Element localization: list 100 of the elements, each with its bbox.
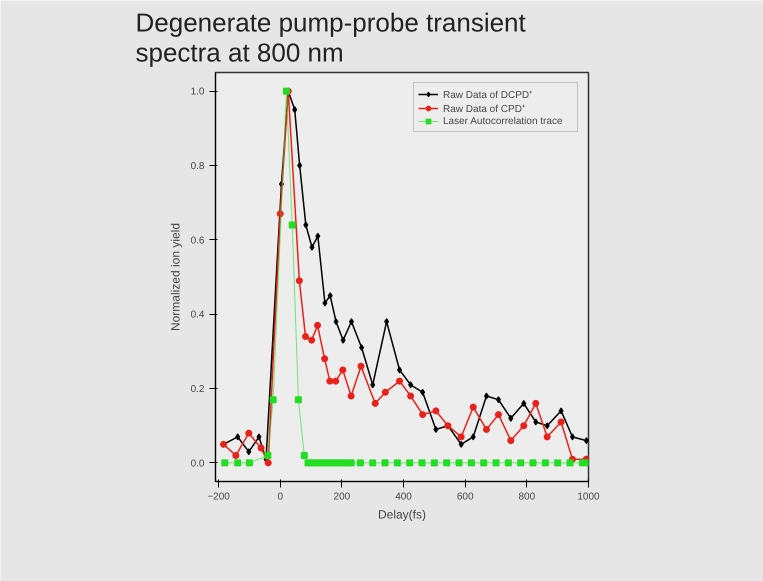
x-tick-label: 800 bbox=[518, 492, 536, 502]
x-tick-label: 400 bbox=[395, 492, 412, 502]
point bbox=[334, 318, 339, 326]
point bbox=[458, 433, 465, 440]
point bbox=[246, 448, 252, 456]
y-tick-label: 0.2 bbox=[190, 384, 205, 396]
point bbox=[508, 414, 514, 422]
point bbox=[270, 396, 277, 404]
legend-label: Raw Data of DCPD⁺ bbox=[443, 89, 534, 101]
legend-label: Laser Autocorrelation trace bbox=[443, 115, 564, 127]
point bbox=[369, 459, 376, 466]
x-tick-label: 1000 bbox=[577, 492, 600, 502]
x-tick-label: 600 bbox=[456, 492, 474, 502]
point bbox=[297, 162, 302, 169]
point bbox=[484, 392, 489, 400]
point bbox=[544, 422, 550, 430]
point bbox=[570, 433, 575, 440]
x-tick-label: 200 bbox=[334, 492, 351, 502]
point bbox=[517, 459, 524, 466]
point bbox=[554, 459, 562, 466]
point bbox=[382, 459, 389, 466]
point bbox=[308, 336, 316, 344]
point bbox=[419, 411, 426, 418]
point bbox=[533, 418, 538, 426]
point bbox=[458, 440, 464, 448]
point bbox=[328, 292, 333, 300]
point bbox=[566, 459, 574, 466]
point bbox=[456, 459, 463, 466]
point bbox=[521, 400, 526, 407]
point bbox=[382, 388, 389, 396]
point bbox=[542, 459, 549, 466]
x-tick-label: 0 bbox=[277, 492, 284, 502]
point bbox=[221, 459, 228, 466]
point bbox=[348, 318, 354, 326]
point bbox=[372, 400, 379, 407]
point bbox=[433, 426, 438, 433]
point bbox=[276, 210, 284, 218]
point bbox=[406, 459, 414, 466]
point bbox=[532, 400, 540, 407]
point bbox=[234, 459, 242, 466]
point bbox=[558, 418, 565, 426]
point bbox=[322, 300, 328, 307]
point bbox=[302, 332, 310, 340]
point bbox=[294, 396, 302, 404]
point bbox=[264, 459, 272, 466]
point bbox=[480, 459, 488, 466]
point bbox=[520, 422, 528, 430]
point bbox=[348, 459, 355, 466]
point bbox=[558, 407, 564, 414]
x-axis-title: Delay(fs) bbox=[378, 508, 426, 522]
point bbox=[258, 444, 265, 452]
point bbox=[492, 459, 500, 466]
point bbox=[420, 388, 426, 396]
point bbox=[394, 459, 401, 466]
point bbox=[309, 244, 314, 251]
point bbox=[384, 318, 390, 326]
point bbox=[235, 433, 240, 440]
y-tick-label: 0.0 bbox=[190, 458, 205, 470]
point bbox=[332, 378, 340, 385]
point bbox=[430, 459, 438, 466]
point bbox=[326, 378, 334, 385]
point bbox=[468, 459, 475, 466]
point bbox=[296, 277, 303, 284]
point bbox=[470, 433, 476, 440]
point bbox=[246, 459, 253, 466]
point bbox=[359, 344, 364, 352]
point bbox=[288, 221, 296, 228]
point bbox=[470, 404, 477, 411]
point bbox=[340, 336, 346, 344]
point bbox=[504, 459, 512, 466]
y-tick-label: 0.6 bbox=[190, 235, 205, 246]
point bbox=[232, 452, 240, 459]
point bbox=[256, 433, 262, 440]
point bbox=[432, 407, 440, 414]
point bbox=[245, 430, 252, 437]
y-tick-label: 1.0 bbox=[190, 86, 205, 98]
point bbox=[494, 411, 502, 418]
point bbox=[482, 426, 490, 433]
point bbox=[530, 459, 537, 466]
point bbox=[314, 322, 322, 329]
point bbox=[397, 366, 402, 374]
point bbox=[356, 459, 364, 466]
point bbox=[300, 452, 308, 459]
point bbox=[292, 106, 298, 114]
y-axis-title: Normalized ion yield bbox=[168, 222, 183, 332]
point bbox=[264, 452, 272, 459]
point bbox=[507, 437, 514, 444]
point bbox=[303, 221, 308, 228]
point bbox=[418, 459, 426, 466]
point bbox=[358, 362, 364, 370]
point bbox=[407, 392, 414, 400]
point bbox=[348, 392, 355, 400]
point bbox=[544, 433, 551, 440]
legend-label: Raw Data of CPD⁺ bbox=[443, 103, 526, 115]
chart-title: Degenerate pump-probe transient spectra at 800 nm bbox=[136, 8, 527, 68]
x-tick-label: −200 bbox=[207, 492, 230, 502]
y-tick-label: 0.4 bbox=[190, 310, 205, 321]
point bbox=[315, 232, 320, 240]
point bbox=[396, 378, 404, 385]
point bbox=[339, 366, 346, 374]
